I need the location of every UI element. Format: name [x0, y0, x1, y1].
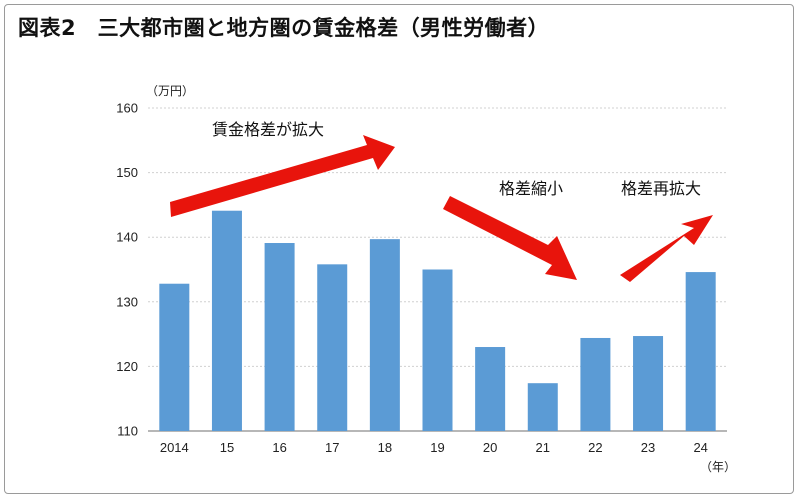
arrow-shrink	[443, 196, 577, 280]
x-tick-label: 17	[325, 440, 339, 455]
y-axis-ticks: 110 120 130 140 150 160	[116, 101, 138, 439]
chart-title: 図表2 三大都市圏と地方圏の賃金格差（男性労働者）	[18, 16, 550, 40]
bar-16	[264, 243, 295, 431]
bar-20	[475, 347, 506, 431]
y-tick-label: 110	[117, 424, 138, 439]
x-axis-ticks: 2014 15 16 17 18 19 20 21 22 23 24	[160, 440, 708, 455]
x-tick-label: 15	[220, 440, 234, 455]
bar-19	[422, 269, 453, 431]
bar-23	[633, 336, 664, 431]
x-tick-label: 24	[693, 440, 707, 455]
figure-frame	[4, 4, 794, 494]
annotation-shrink: 格差縮小	[499, 179, 563, 198]
bar-21	[527, 383, 558, 431]
y-tick-label: 150	[116, 165, 138, 180]
x-axis-unit: （年）	[700, 460, 736, 474]
annotation-rewiden: 格差再拡大	[621, 179, 701, 198]
bar-18	[369, 239, 400, 431]
y-axis-unit: （万円）	[146, 84, 194, 98]
y-tick-label: 160	[116, 101, 138, 116]
annotation-widen: 賃金格差が拡大	[212, 120, 324, 139]
bar-24	[685, 272, 716, 431]
x-tick-label: 19	[430, 440, 444, 455]
x-tick-label: 22	[588, 440, 602, 455]
y-tick-label: 140	[116, 230, 138, 245]
arrow-rewiden	[620, 215, 713, 282]
bar-17	[317, 264, 348, 431]
y-tick-label: 120	[116, 359, 138, 374]
x-tick-label: 18	[378, 440, 392, 455]
bar-22	[580, 337, 611, 431]
x-tick-label: 21	[536, 440, 550, 455]
bars	[159, 210, 716, 431]
x-tick-label: 20	[483, 440, 497, 455]
x-tick-label: 2014	[160, 440, 189, 455]
bar-2014	[159, 283, 190, 431]
x-tick-label: 16	[272, 440, 286, 455]
arrow-widen	[170, 135, 395, 217]
x-tick-label: 23	[641, 440, 655, 455]
bar-15	[211, 210, 242, 431]
y-tick-label: 130	[116, 294, 138, 309]
